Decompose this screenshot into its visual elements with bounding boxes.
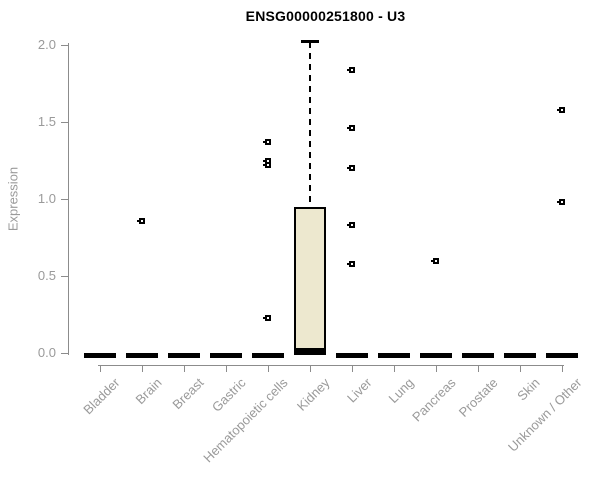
median-bar [420,353,452,358]
outlier-point [431,258,439,264]
whisker-line [309,42,311,207]
chart-title: ENSG00000251800 - U3 [245,8,406,24]
median-bar [168,353,200,358]
outlier-point [347,165,355,171]
outlier-point [263,162,271,168]
median-bar [504,353,536,358]
median-bar [252,353,284,358]
median-bar [294,350,326,355]
outlier-point [557,199,565,205]
y-axis-label: Expression [5,166,21,232]
x-tick [226,365,227,372]
x-tick [436,365,437,372]
whisker-cap [301,40,319,43]
median-bar [462,353,494,358]
box [294,207,326,350]
x-tick [394,365,395,372]
median-bar [210,353,242,358]
outlier-point [263,139,271,145]
x-tick [310,365,311,372]
outlier-point [137,218,145,224]
x-tick [520,365,521,372]
y-axis-line [68,43,69,355]
x-tick [184,365,185,372]
outlier-point [263,158,271,164]
x-tick [352,365,353,372]
x-tick [142,365,143,372]
x-tick [562,365,563,372]
y-tick-label: 2.0 [37,37,56,52]
y-tick-label: 1.5 [37,114,56,129]
outlier-point [347,67,355,73]
y-tick-label: 0.5 [37,268,56,283]
median-bar [84,353,116,358]
outlier-point [347,222,355,228]
x-tick [268,365,269,372]
y-tick [61,353,68,354]
y-tick-label: 1.0 [37,191,56,206]
outlier-point [347,125,355,131]
y-tick-label: 0.0 [37,345,56,360]
median-bar [336,353,368,358]
median-bar [378,353,410,358]
y-tick [61,122,68,123]
y-tick [61,276,68,277]
median-bar [546,353,578,358]
x-axis-line [98,365,564,366]
outlier-point [347,261,355,267]
x-tick [478,365,479,372]
y-tick [61,199,68,200]
y-tick [61,45,68,46]
x-tick [100,365,101,372]
outlier-point [557,107,565,113]
outlier-point [263,315,271,321]
median-bar [126,353,158,358]
